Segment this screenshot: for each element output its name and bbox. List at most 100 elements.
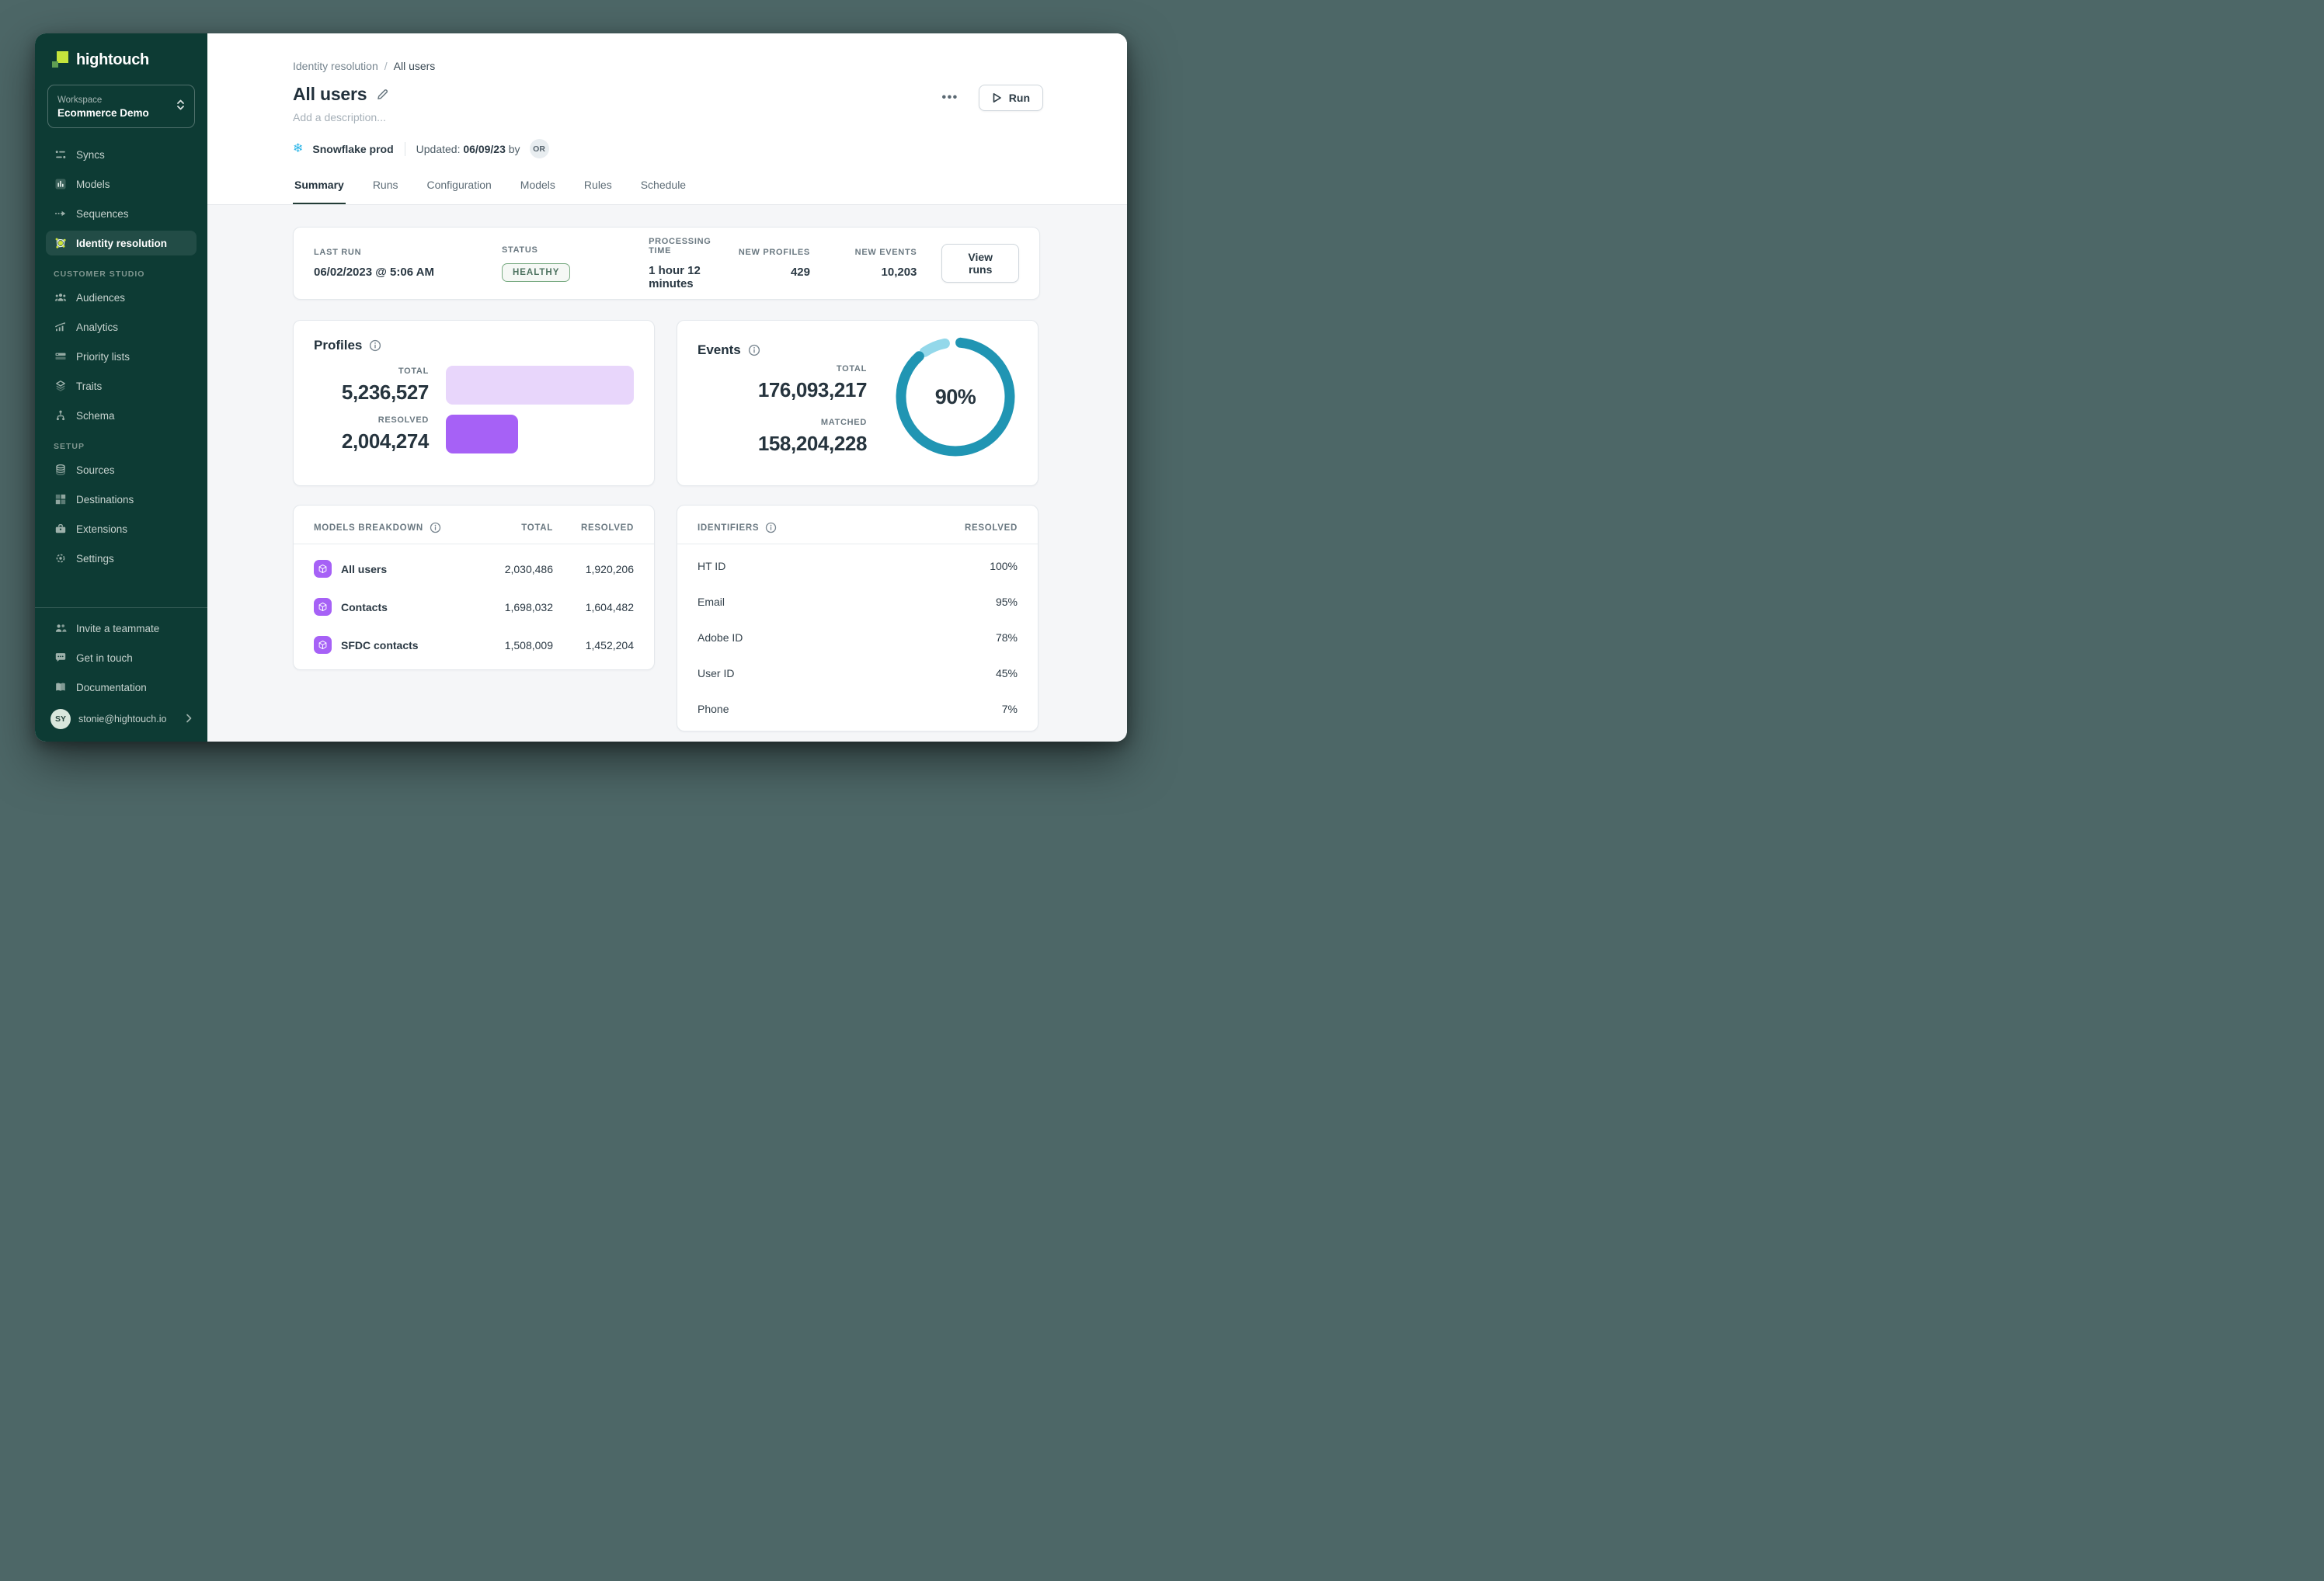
profiles-title: Profiles — [314, 338, 363, 353]
events-title: Events — [698, 342, 741, 357]
sidebar-item-label: Get in touch — [76, 652, 133, 664]
breadcrumb-separator: / — [384, 60, 388, 72]
list-item: User ID 45% — [677, 655, 1038, 691]
updated-date: 06/09/23 — [463, 142, 506, 155]
new-events-value: 10,203 — [881, 266, 917, 279]
sidebar-section-setup: SETUP — [54, 442, 85, 451]
main-area: Identity resolution / All users All user… — [207, 33, 1127, 742]
sidebar-divider — [35, 607, 207, 608]
sidebar-item-documentation[interactable]: Documentation — [46, 675, 197, 700]
user-menu[interactable]: SY stonie@hightouch.io — [46, 704, 197, 731]
model-name[interactable]: Contacts — [314, 598, 472, 616]
status-badge: HEALTHY — [501, 262, 571, 282]
sources-icon — [54, 463, 68, 477]
sidebar-item-label: Sources — [76, 464, 115, 476]
sidebar-item-identity-resolution[interactable]: Identity resolution — [46, 231, 197, 255]
view-runs-button[interactable]: View runs — [941, 244, 1019, 283]
workspace-selector[interactable]: Workspace Ecommerce Demo — [47, 85, 195, 128]
new-profiles-label: NEW PROFILES — [738, 248, 810, 257]
description-placeholder[interactable]: Add a description... — [293, 111, 386, 123]
hightouch-logo-text: hightouch — [76, 50, 149, 68]
sidebar-item-label: Invite a teammate — [76, 622, 160, 634]
model-name[interactable]: SFDC contacts — [314, 636, 472, 654]
models-icon — [54, 177, 68, 191]
events-match-percent: 90% — [934, 384, 976, 408]
events-matched-value: 158,204,228 — [757, 432, 868, 455]
sidebar-footer: Invite a teammate Get in touch Documenta… — [35, 603, 207, 731]
profiles-resolved-bar — [446, 415, 518, 453]
updated-by-avatar[interactable]: OR — [529, 139, 549, 158]
tab-configuration[interactable]: Configuration — [426, 179, 492, 191]
table-row: All users 2,030,486 1,920,206 — [294, 544, 654, 588]
events-total-label: TOTAL — [836, 364, 867, 374]
sidebar-item-settings[interactable]: Settings — [46, 546, 197, 571]
model-name[interactable]: All users — [314, 560, 472, 578]
model-resolved: 1,604,482 — [585, 600, 634, 613]
tab-summary[interactable]: Summary — [293, 179, 346, 204]
list-item: Email 95% — [677, 584, 1038, 620]
model-resolved: 1,452,204 — [585, 638, 634, 652]
breadcrumb-identity-resolution[interactable]: Identity resolution — [293, 60, 378, 72]
source-name[interactable]: Snowflake prod — [312, 142, 394, 155]
sidebar-item-label: Documentation — [76, 681, 147, 693]
sidebar-item-sources[interactable]: Sources — [46, 457, 197, 482]
profiles-resolved-row: RESOLVED 2,004,274 — [314, 415, 634, 453]
sidebar-item-label: Destinations — [76, 493, 134, 506]
tab-runs[interactable]: Runs — [372, 179, 398, 191]
sidebar-item-models[interactable]: Models — [46, 172, 197, 196]
summary-content: LAST RUN 06/02/2023 @ 5:06 AM STATUS HEA… — [207, 205, 1127, 742]
tab-schedule[interactable]: Schedule — [640, 179, 687, 191]
sidebar-item-traits[interactable]: Traits — [46, 374, 197, 398]
tab-models[interactable]: Models — [520, 179, 555, 191]
sidebar-item-syncs[interactable]: Syncs — [46, 142, 197, 167]
table-row: Contacts 1,698,032 1,604,482 — [294, 588, 654, 626]
processing-time-value: 1 hour 12 minutes — [649, 263, 701, 290]
run-button[interactable]: Run — [978, 85, 1043, 111]
sidebar-item-schema[interactable]: Schema — [46, 403, 197, 428]
audiences-icon — [54, 290, 68, 304]
page-header: Identity resolution / All users All user… — [207, 33, 1127, 205]
list-item: Adobe ID 78% — [677, 620, 1038, 655]
breadcrumb-all-users[interactable]: All users — [393, 60, 436, 72]
models-breakdown-card: MODELS BREAKDOWN TOTAL RESOLVED All user… — [293, 505, 655, 670]
sidebar-item-label: Syncs — [76, 148, 105, 161]
sidebar-item-label: Models — [76, 178, 110, 190]
sidebar-item-sequences[interactable]: Sequences — [46, 201, 197, 226]
sidebar-item-audiences[interactable]: Audiences — [46, 285, 197, 310]
last-run-label: LAST RUN — [314, 248, 362, 257]
workspace-value: Ecommerce Demo — [57, 107, 149, 119]
identifier-name: User ID — [698, 667, 735, 679]
destinations-icon — [54, 492, 68, 506]
sequences-icon — [54, 207, 68, 221]
identifier-name: Phone — [698, 703, 729, 715]
snowflake-icon: ❄ — [293, 141, 304, 155]
sidebar-item-analytics[interactable]: Analytics — [46, 314, 197, 339]
overflow-menu-icon[interactable]: ••• — [941, 91, 958, 104]
info-icon[interactable] — [430, 522, 441, 533]
sidebar-section-customer-studio: CUSTOMER STUDIO — [54, 269, 145, 279]
info-icon[interactable] — [765, 522, 777, 533]
sidebar-item-label: Extensions — [76, 523, 128, 535]
model-total: 2,030,486 — [504, 562, 553, 575]
hightouch-logo[interactable]: hightouch — [46, 47, 197, 69]
sidebar-item-priority-lists[interactable]: Priority lists — [46, 344, 197, 369]
analytics-icon — [54, 320, 68, 334]
priority-lists-icon — [54, 349, 68, 363]
tab-rules[interactable]: Rules — [583, 179, 612, 191]
edit-title-icon[interactable] — [376, 88, 389, 101]
gear-icon — [54, 551, 68, 565]
sidebar-item-label: Audiences — [76, 291, 126, 304]
sidebar-item-get-in-touch[interactable]: Get in touch — [46, 645, 197, 670]
sidebar-item-invite-teammate[interactable]: Invite a teammate — [46, 616, 197, 641]
user-avatar: SY — [50, 709, 71, 729]
sidebar-item-label: Settings — [76, 552, 114, 565]
model-resolved: 1,920,206 — [585, 562, 634, 575]
sidebar-item-destinations[interactable]: Destinations — [46, 487, 197, 512]
sidebar: hightouch Workspace Ecommerce Demo Syncs… — [35, 33, 207, 742]
page-title: All users — [293, 84, 367, 104]
identifiers-title: IDENTIFIERS — [698, 523, 760, 533]
info-icon[interactable] — [748, 344, 760, 356]
sidebar-item-extensions[interactable]: Extensions — [46, 516, 197, 541]
last-run-value: 06/02/2023 @ 5:06 AM — [314, 266, 434, 279]
info-icon[interactable] — [369, 339, 381, 352]
